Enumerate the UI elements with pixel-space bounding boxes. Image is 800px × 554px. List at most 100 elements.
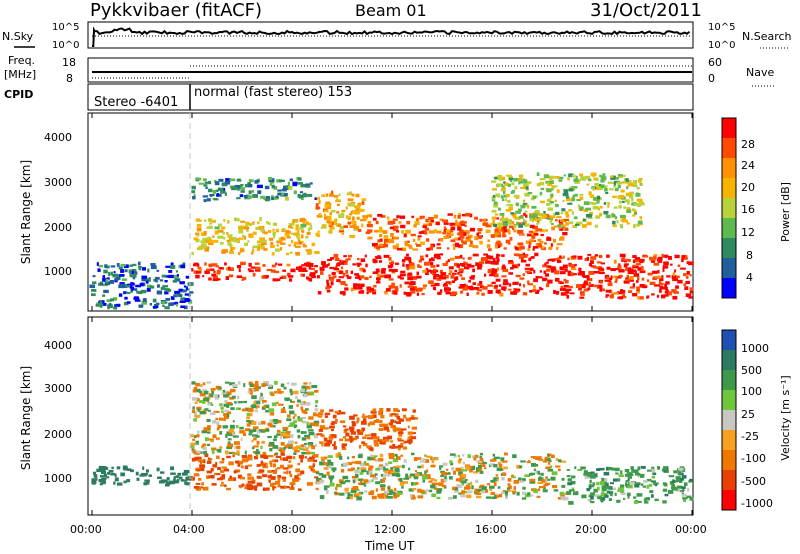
heatmap-cell <box>549 180 554 184</box>
heatmap-cell <box>114 277 117 281</box>
heatmap-cell <box>340 411 346 415</box>
heatmap-cell <box>356 216 360 220</box>
heatmap-cell <box>512 227 515 230</box>
heatmap-cell <box>335 453 339 458</box>
heatmap-cell <box>587 253 592 256</box>
heatmap-cell <box>431 493 437 498</box>
heatmap-cell <box>284 186 289 190</box>
heatmap-cell <box>501 183 504 187</box>
heatmap-cell <box>627 476 633 479</box>
heatmap-cell <box>544 273 549 277</box>
heatmap-cell <box>434 457 438 461</box>
heatmap-cell <box>611 213 615 217</box>
heatmap-cell <box>169 265 176 269</box>
heatmap-cell <box>458 268 464 272</box>
heatmap-cell <box>502 268 509 273</box>
heatmap-cell <box>554 176 560 179</box>
heatmap-cell <box>636 223 640 227</box>
heatmap-cell <box>340 481 346 485</box>
heatmap-cell <box>626 180 632 184</box>
heatmap-cell <box>381 268 386 271</box>
heatmap-cell <box>439 218 444 221</box>
heatmap-cell <box>197 247 200 250</box>
heatmap-cell <box>297 182 303 185</box>
heatmap-cell <box>211 219 216 223</box>
heatmap-cell <box>485 229 491 233</box>
heatmap-cell <box>476 232 480 236</box>
heatmap-cell <box>113 297 118 301</box>
heatmap-cell <box>422 479 426 483</box>
heatmap-cell <box>248 269 254 273</box>
heatmap-cell <box>567 257 570 261</box>
heatmap-cell <box>414 242 418 245</box>
heatmap-cell <box>240 476 245 480</box>
heatmap-cell <box>520 204 526 209</box>
heatmap-cell <box>236 265 242 269</box>
heatmap-cell <box>537 481 544 484</box>
heatmap-cell <box>589 201 593 205</box>
heatmap-cell <box>274 380 278 385</box>
heatmap-cell <box>481 486 487 490</box>
heatmap-cell <box>639 475 645 478</box>
heatmap-cell <box>174 278 181 282</box>
heatmap-cell <box>524 474 530 477</box>
heatmap-cell <box>603 471 610 476</box>
heatmap-cell <box>111 466 114 469</box>
heatmap-cell <box>102 278 108 282</box>
heatmap-cell <box>566 469 570 471</box>
heatmap-cell <box>623 206 627 209</box>
heatmap-cell <box>298 227 304 230</box>
heatmap-cell <box>132 276 136 280</box>
heatmap-cell <box>434 282 440 287</box>
heatmap-cell <box>453 470 456 475</box>
heatmap-cell <box>305 221 309 224</box>
heatmap-cell <box>395 230 399 233</box>
heatmap-cell <box>108 272 110 277</box>
heatmap-cell <box>490 260 497 265</box>
heatmap-cell <box>215 417 219 420</box>
heatmap-cell <box>632 255 635 258</box>
heatmap-cell <box>486 244 491 248</box>
heatmap-cell <box>563 496 569 501</box>
heatmap-cell <box>465 213 471 217</box>
heatmap-cell <box>336 279 341 283</box>
heatmap-cell <box>409 246 413 249</box>
heatmap-cell <box>642 485 646 488</box>
heatmap-cell <box>221 182 228 187</box>
heatmap-cell <box>296 479 300 482</box>
heatmap-cell <box>232 435 239 438</box>
heatmap-cell <box>424 491 428 495</box>
heatmap-cell <box>388 471 391 475</box>
heatmap-cell <box>349 213 353 216</box>
heatmap-cell <box>315 414 319 417</box>
heatmap-cell <box>268 385 273 389</box>
heatmap-cell <box>221 392 228 395</box>
heatmap-cell <box>301 264 305 267</box>
power-cbar-tick-12: 12 <box>741 226 755 239</box>
heatmap-cell <box>671 487 678 491</box>
heatmap-cell <box>241 278 244 281</box>
heatmap-cell <box>236 450 240 454</box>
heatmap-cell <box>671 275 677 279</box>
heatmap-cell <box>456 237 461 241</box>
nsky-right-tick-bottom: 10^0 <box>708 40 735 51</box>
heatmap-cell <box>505 208 512 212</box>
heatmap-cell <box>381 479 386 483</box>
heatmap-cell <box>589 475 596 479</box>
heatmap-cell <box>540 233 544 237</box>
heatmap-cell <box>303 447 309 451</box>
heatmap-cell <box>509 204 514 207</box>
heatmap-cell <box>232 395 236 399</box>
heatmap-cell <box>618 263 621 267</box>
heatmap-cell <box>639 260 644 264</box>
heatmap-cell <box>196 219 202 222</box>
heatmap-cell <box>302 267 307 271</box>
heatmap-cell <box>536 495 541 498</box>
heatmap-cell <box>105 265 110 269</box>
heatmap-cell <box>632 214 636 217</box>
heatmap-cell <box>329 425 335 429</box>
heatmap-cell <box>101 480 106 484</box>
heatmap-cell <box>541 479 546 483</box>
heatmap-cell <box>601 497 606 500</box>
heatmap-cell <box>512 490 516 494</box>
